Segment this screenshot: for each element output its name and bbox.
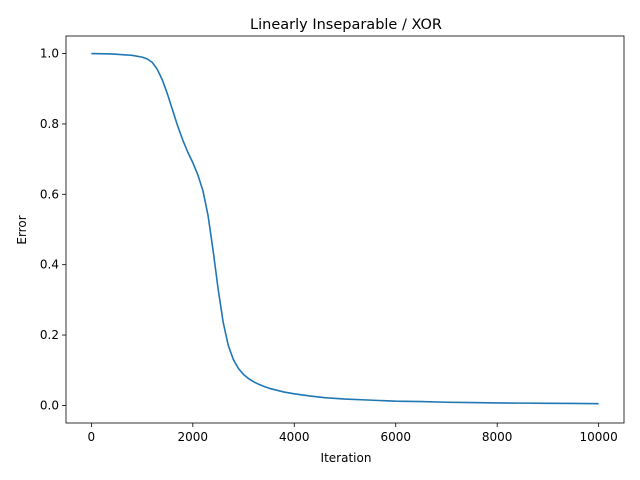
plot-frame bbox=[65, 35, 625, 424]
x-tick-label: 6000 bbox=[380, 430, 411, 444]
y-tick-label: 0.4 bbox=[40, 258, 59, 272]
x-tick-label: 2000 bbox=[178, 430, 209, 444]
y-axis: 0.0 0.2 0.4 0.6 0.8 1.0 bbox=[40, 47, 66, 412]
x-tick-label: 8000 bbox=[482, 430, 513, 444]
chart-title: Linearly Inseparable / XOR bbox=[250, 17, 442, 33]
plot-area bbox=[65, 35, 625, 424]
y-tick-label: 1.0 bbox=[40, 47, 59, 61]
x-axis: 0 2000 4000 6000 8000 10000 bbox=[88, 423, 618, 444]
x-axis-label: Iteration bbox=[321, 451, 372, 465]
y-tick-label: 0.6 bbox=[40, 187, 59, 201]
x-tick-label: 0 bbox=[88, 430, 96, 444]
y-tick-label: 0.2 bbox=[40, 328, 59, 342]
y-tick-label: 0.0 bbox=[40, 398, 59, 412]
x-tick-label: 10000 bbox=[580, 430, 618, 444]
y-tick-label: 0.8 bbox=[40, 117, 59, 131]
series-line-error bbox=[91, 52, 599, 405]
x-tick-label: 4000 bbox=[279, 430, 310, 444]
line-layer bbox=[91, 52, 599, 405]
y-axis-label: Error bbox=[15, 215, 29, 244]
